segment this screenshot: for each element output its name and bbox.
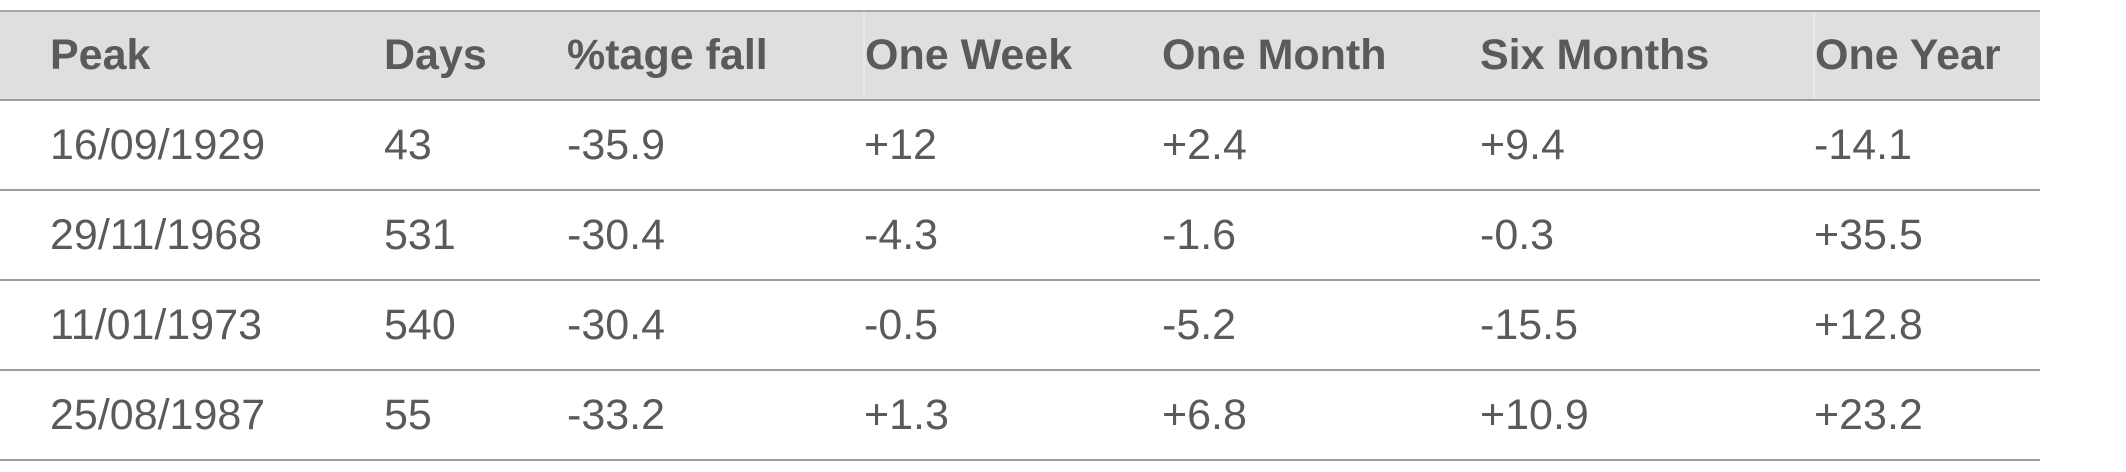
header-one-week: One Week bbox=[863, 10, 1162, 101]
cell-six-months: +10.9 bbox=[1480, 370, 1814, 461]
table-row: 11/01/1973 540 -30.4 -0.5 -5.2 -15.5 +12… bbox=[0, 280, 2040, 371]
header-peak: Peak bbox=[0, 10, 384, 101]
cell-one-week: +12 bbox=[864, 100, 1162, 191]
cell-six-months: -0.3 bbox=[1480, 190, 1814, 281]
cell-one-month: +2.4 bbox=[1162, 100, 1480, 191]
cell-days: 531 bbox=[384, 190, 567, 281]
header-one-year: One Year bbox=[1813, 10, 2040, 101]
cell-percentage-fall: -30.4 bbox=[567, 190, 864, 281]
header-six-months: Six Months bbox=[1480, 10, 1814, 101]
cell-one-week: -0.5 bbox=[864, 280, 1162, 371]
header-row: Peak Days %tage fall One Week One Month … bbox=[0, 10, 2040, 101]
table-body: 16/09/1929 43 -35.9 +12 +2.4 +9.4 -14.1 … bbox=[0, 100, 2040, 461]
header-one-month: One Month bbox=[1162, 10, 1480, 101]
cell-peak: 29/11/1968 bbox=[0, 190, 384, 281]
table-header: Peak Days %tage fall One Week One Month … bbox=[0, 10, 2040, 101]
cell-one-year: +35.5 bbox=[1814, 190, 2040, 281]
cell-percentage-fall: -35.9 bbox=[567, 100, 864, 191]
cell-one-month: +6.8 bbox=[1162, 370, 1480, 461]
cell-six-months: +9.4 bbox=[1480, 100, 1814, 191]
cell-peak: 16/09/1929 bbox=[0, 100, 384, 191]
cell-days: 55 bbox=[384, 370, 567, 461]
header-days: Days bbox=[384, 10, 567, 101]
cell-one-month: -5.2 bbox=[1162, 280, 1480, 371]
cell-one-week: -4.3 bbox=[864, 190, 1162, 281]
table-row: 16/09/1929 43 -35.9 +12 +2.4 +9.4 -14.1 bbox=[0, 100, 2040, 191]
cell-days: 540 bbox=[384, 280, 567, 371]
cell-peak: 11/01/1973 bbox=[0, 280, 384, 371]
cell-one-year: +12.8 bbox=[1814, 280, 2040, 371]
cell-six-months: -15.5 bbox=[1480, 280, 1814, 371]
cell-one-week: +1.3 bbox=[864, 370, 1162, 461]
cell-percentage-fall: -33.2 bbox=[567, 370, 864, 461]
header-percentage-fall: %tage fall bbox=[567, 10, 864, 101]
cell-one-year: +23.2 bbox=[1814, 370, 2040, 461]
cell-peak: 25/08/1987 bbox=[0, 370, 384, 461]
cell-percentage-fall: -30.4 bbox=[567, 280, 864, 371]
market-peaks-table: Peak Days %tage fall One Week One Month … bbox=[0, 10, 2040, 461]
cell-days: 43 bbox=[384, 100, 567, 191]
table-row: 29/11/1968 531 -30.4 -4.3 -1.6 -0.3 +35.… bbox=[0, 190, 2040, 281]
cell-one-month: -1.6 bbox=[1162, 190, 1480, 281]
table-row: 25/08/1987 55 -33.2 +1.3 +6.8 +10.9 +23.… bbox=[0, 370, 2040, 461]
cell-one-year: -14.1 bbox=[1814, 100, 2040, 191]
